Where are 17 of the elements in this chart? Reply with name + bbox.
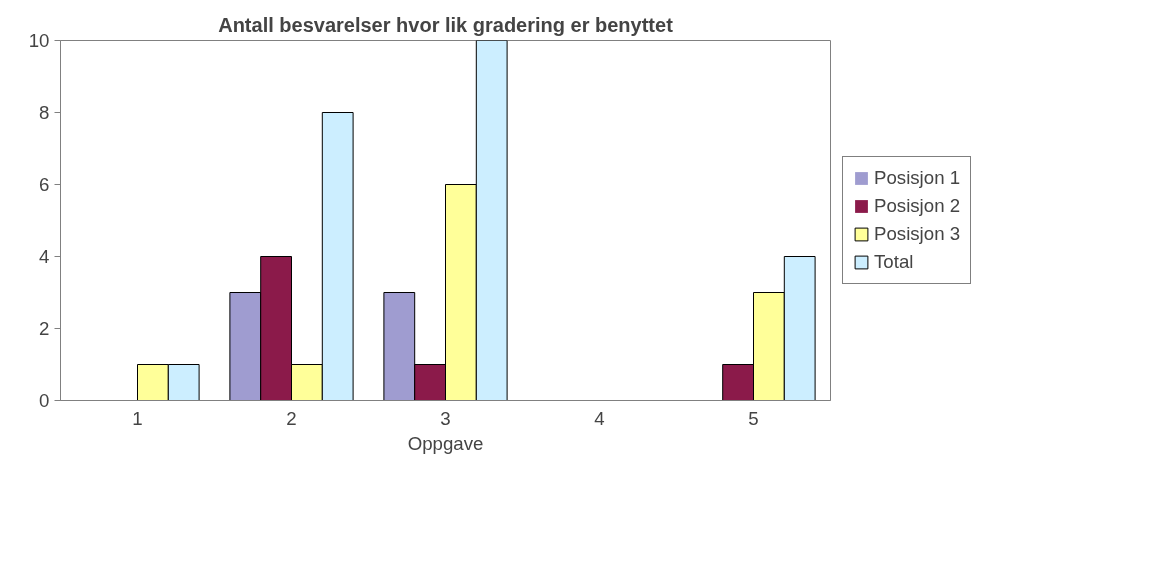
chart-title: Antall besvarelser hvor lik gradering er benyttet	[218, 13, 674, 36]
x-tick-label: 5	[748, 407, 759, 429]
x-tick-label: 2	[286, 407, 297, 429]
y-tick-label: 6	[39, 174, 50, 195]
y-tick-label: 8	[39, 102, 50, 123]
y-tick-label: 4	[39, 246, 50, 267]
x-axis-title: Oppgave	[407, 432, 484, 454]
x-tick-label: 3	[440, 407, 451, 429]
y-tick-label: 2	[39, 318, 50, 339]
y-tick-label: 0	[39, 390, 50, 411]
legend-label: Posisjon 3	[874, 223, 961, 245]
x-tick-label: 1	[132, 407, 143, 429]
legend-label: Total	[874, 251, 914, 273]
x-tick-label: 4	[594, 407, 605, 429]
y-tick-label: 10	[28, 30, 50, 51]
legend-label: Posisjon 2	[874, 195, 961, 217]
legend-label: Posisjon 1	[874, 167, 961, 189]
